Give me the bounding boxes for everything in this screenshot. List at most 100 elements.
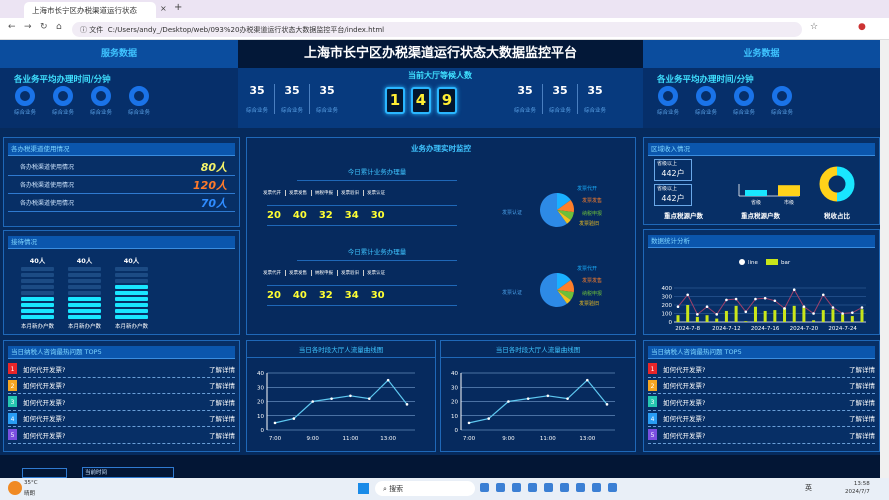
browser-tab[interactable]: 上海市长宁区办税渠道运行状态 xyxy=(24,2,156,18)
y-tick-label: 40 xyxy=(257,371,264,377)
level-segment xyxy=(68,309,102,313)
app-icon[interactable] xyxy=(544,483,553,492)
tax-share-donut xyxy=(819,166,855,202)
category-label: 省级 xyxy=(751,199,761,206)
flow-line-chart: 0 10 20 30 40 7:00 9:00 11:00 13:00 xyxy=(257,371,415,442)
header-stats-left-2-value: 35 xyxy=(319,84,335,97)
mail-icon[interactable] xyxy=(480,483,489,492)
reload-icon[interactable]: ↻ xyxy=(40,22,48,32)
details-link[interactable]: 了解详情 xyxy=(849,382,875,391)
legend-line-icon xyxy=(739,259,745,265)
hot-question-item[interactable]: 1 如何代开发票? 了解详情 xyxy=(8,361,235,378)
level-segment xyxy=(115,315,149,319)
pie-slice xyxy=(557,290,571,304)
ime-indicator[interactable]: 英 xyxy=(805,484,812,492)
hot-question-item[interactable]: 5 如何代开发票? 了解详情 xyxy=(648,427,875,444)
x-tick-label: 2024-7-12 xyxy=(712,326,740,332)
level-segment xyxy=(21,297,54,301)
home-button[interactable] xyxy=(22,468,67,478)
hot-question-item[interactable]: 5 如何代开发票? 了解详情 xyxy=(8,427,235,444)
mic-icon[interactable] xyxy=(608,483,617,492)
monitor-blocks-1-items-1: 发票发售 xyxy=(285,270,307,276)
data-point xyxy=(705,305,709,308)
monitor-value: 30 xyxy=(370,290,385,301)
home-icon[interactable]: ⌂ xyxy=(56,22,62,32)
hot-question-item[interactable]: 2 如何代开发票? 了解详情 xyxy=(648,378,875,394)
monitor-blocks-0-items-1: 发票发售 xyxy=(285,190,307,196)
scrollbar[interactable] xyxy=(880,40,889,478)
details-link[interactable]: 了解详情 xyxy=(849,398,875,407)
monitor-blocks-0-items-4: 发票认证 xyxy=(363,190,385,196)
app-icon[interactable] xyxy=(576,483,585,492)
ring-item: 综合业务 xyxy=(733,86,755,116)
channel-rows-2-value: 70人 xyxy=(200,196,227,210)
region-boxes-1-value: 442户 xyxy=(661,194,685,203)
stat-item: 35 综合业务 xyxy=(514,84,544,114)
header-rings-0: 综合业务 xyxy=(657,110,680,116)
taskbar-weather-desc: 晴朗 xyxy=(24,491,36,497)
level-segment xyxy=(21,279,54,283)
back-icon[interactable]: ← xyxy=(8,22,16,32)
windows-start-icon[interactable] xyxy=(358,483,369,494)
y-tick-label: 10 xyxy=(257,414,264,420)
level-segment xyxy=(115,297,149,301)
reception-cols-0-value: 40人 xyxy=(29,257,46,265)
bar xyxy=(695,316,699,322)
right-header-title: 业务数据 xyxy=(643,40,880,68)
clock[interactable]: 13:58 2024/7/7 xyxy=(845,480,870,496)
hot-question-item[interactable]: 4 如何代开发票? 了解详情 xyxy=(8,411,235,427)
details-link[interactable]: 了解详情 xyxy=(209,431,235,440)
hot-question-item[interactable]: 4 如何代开发票? 了解详情 xyxy=(648,411,875,427)
close-tab-icon[interactable]: × xyxy=(160,4,167,13)
details-link[interactable]: 了解详情 xyxy=(209,382,235,391)
pie-slice xyxy=(540,193,567,227)
pie-label: 发票认证 xyxy=(502,289,522,296)
details-link[interactable]: 了解详情 xyxy=(209,398,235,407)
hot-panel-title: 当日纳税人咨询最热问题 TOP5 xyxy=(8,346,235,359)
page-title: 上海市长宁区办税渠道运行状态大数据监控平台 xyxy=(238,40,643,68)
app-icon[interactable] xyxy=(496,483,505,492)
data-point xyxy=(754,297,757,301)
bar xyxy=(745,190,767,196)
forward-icon[interactable]: → xyxy=(24,22,32,32)
details-link[interactable]: 了解详情 xyxy=(209,365,235,374)
x-tick-label: 2024-7-20 xyxy=(790,326,819,332)
weather-icon[interactable] xyxy=(8,481,22,495)
monitor-blocks-1-items-2: 纳税申报 xyxy=(311,270,333,276)
details-link[interactable]: 了解详情 xyxy=(209,415,235,424)
hot-question-item[interactable]: 2 如何代开发票? 了解详情 xyxy=(8,378,235,394)
reception-cols-0-label: 本月新办户数 xyxy=(21,324,55,330)
waiting-digit: 9 xyxy=(437,87,457,114)
channel-rows-0-value: 80人 xyxy=(200,160,227,174)
app-icon[interactable] xyxy=(560,483,569,492)
app-icon[interactable] xyxy=(512,483,521,492)
bar xyxy=(734,305,738,322)
monitor-blocks-1-items-3: 发票验旧 xyxy=(337,270,359,276)
details-link[interactable]: 了解详情 xyxy=(849,365,875,374)
profile-icon[interactable]: ● xyxy=(858,22,866,32)
reception-cols-2-value: 40人 xyxy=(123,257,140,265)
data-point xyxy=(585,378,589,382)
monitor-blocks-0-subtitle: 今日累计业务办理量 xyxy=(297,166,457,181)
app-icon[interactable] xyxy=(528,483,537,492)
new-tab-icon[interactable]: + xyxy=(174,2,183,13)
monitor-value: 40 xyxy=(292,210,307,221)
taskbar-search[interactable]: ⌕ 搜索 xyxy=(375,481,475,496)
hot-question-item[interactable]: 3 如何代开发票? 了解详情 xyxy=(648,394,875,411)
browser-icon[interactable] xyxy=(592,483,601,492)
pie-slice xyxy=(557,280,574,293)
url-field[interactable]: ⓘ 文件 C:/Users/andy_/Desktop/web/093%20办税… xyxy=(72,22,802,37)
details-link[interactable]: 了解详情 xyxy=(849,431,875,440)
hot-question-item[interactable]: 1 如何代开发票? 了解详情 xyxy=(648,361,875,378)
region-caption1: 重点税源户数 xyxy=(664,212,703,220)
data-point xyxy=(292,417,296,420)
hot-items-3-q: 如何代开发票? xyxy=(23,415,66,424)
header-rings-3: 综合业务 xyxy=(771,110,794,116)
details-link[interactable]: 了解详情 xyxy=(849,415,875,424)
reception-panel-title: 接待情况 xyxy=(8,236,235,249)
bookmark-star-icon[interactable]: ☆ xyxy=(810,22,819,32)
pie-label: 发票发售 xyxy=(582,197,602,204)
hot-question-item[interactable]: 3 如何代开发票? 了解详情 xyxy=(8,394,235,411)
bar xyxy=(715,318,719,322)
header-stats-right-1-label: 综合业务 xyxy=(549,108,572,114)
